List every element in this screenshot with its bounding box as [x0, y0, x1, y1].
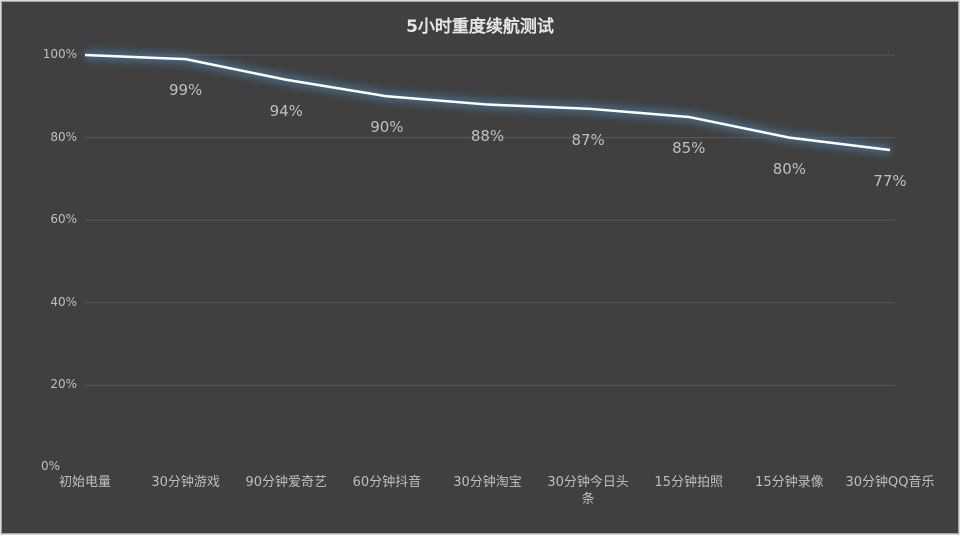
x-tick-label: 60分钟抖音	[352, 475, 422, 490]
x-tick-label: 初始电量	[58, 475, 111, 490]
data-label: 80%	[772, 159, 807, 178]
data-label: 85%	[672, 138, 706, 157]
gridlines	[85, 54, 895, 386]
x-tick-label: 30分钟QQ音乐	[845, 475, 935, 490]
data-label: 94%	[269, 101, 303, 120]
x-tick-label: 90分钟爱奇艺	[245, 475, 328, 490]
data-label: 90%	[370, 118, 404, 137]
x-tick-label: 30分钟淘宝	[453, 475, 522, 490]
data-label: 88%	[470, 126, 505, 145]
data-label: 87%	[571, 130, 605, 149]
data-label: 99%	[168, 81, 203, 100]
x-tick-label: 30分钟游戏	[151, 475, 220, 490]
x-tick-label: 30分钟今日头条	[547, 475, 629, 507]
y-tick-label: 60%	[50, 212, 77, 227]
x-tick-label: 15分钟录像	[755, 475, 824, 490]
y-tick-label: 100%	[42, 47, 77, 61]
y-tick-label: 40%	[50, 294, 77, 309]
battery-line	[84, 53, 891, 152]
data-label: 77%	[873, 171, 907, 190]
y-tick-label: 0%	[40, 459, 60, 473]
x-tick-label: 15分钟拍照	[654, 475, 724, 490]
y-tick-label: 20%	[50, 377, 77, 392]
y-tick-label: 80%	[50, 129, 77, 144]
chart-title: 5小时重度续航测试	[406, 17, 554, 37]
